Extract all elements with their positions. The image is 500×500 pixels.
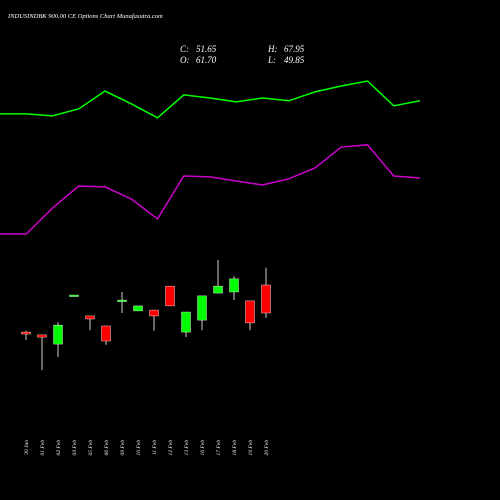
chart-title: INDUSINDBK 900.00 CE Options Chart Munaf… bbox=[7, 13, 163, 20]
candle-body bbox=[197, 295, 207, 321]
x-tick-label: 10 Feb bbox=[136, 440, 142, 456]
low-prefix: L: bbox=[267, 55, 276, 65]
x-tick-label: 05 Feb bbox=[88, 440, 94, 456]
x-tick-label: 30 Jan bbox=[24, 440, 30, 456]
open-label: 61.70 bbox=[196, 55, 217, 65]
x-tick-label: 09 Feb bbox=[120, 440, 126, 456]
x-tick-label: 11 Feb bbox=[152, 440, 158, 455]
x-tick-label: 12 Feb bbox=[168, 440, 174, 456]
indicator-line bbox=[0, 80, 421, 119]
x-tick-label: 03 Feb bbox=[72, 440, 78, 456]
candle-body bbox=[181, 311, 191, 333]
indicator-line bbox=[0, 144, 421, 235]
low-label: 49.85 bbox=[284, 55, 305, 65]
candle-body bbox=[245, 300, 255, 324]
candle-body bbox=[53, 324, 63, 345]
x-tick-label: 19 Feb bbox=[248, 440, 254, 456]
candle-body bbox=[69, 294, 79, 297]
high-label: 67.95 bbox=[284, 44, 305, 54]
x-tick-label: 20 Feb bbox=[264, 440, 270, 456]
x-tick-label: 01 Feb bbox=[40, 440, 46, 456]
candle-body bbox=[37, 334, 47, 338]
x-tick-label: 13 Feb bbox=[184, 440, 190, 456]
candle-body bbox=[133, 305, 143, 312]
candle-body bbox=[21, 331, 31, 335]
candle-body bbox=[101, 325, 111, 342]
x-tick-label: 02 Feb bbox=[56, 440, 62, 456]
open-prefix: O: bbox=[180, 55, 190, 65]
x-tick-label: 16 Feb bbox=[200, 440, 206, 456]
candle-body bbox=[149, 309, 159, 317]
close-prefix: C: bbox=[180, 44, 189, 54]
candle-body bbox=[85, 315, 95, 320]
candle-body bbox=[229, 278, 239, 293]
high-prefix: H: bbox=[267, 44, 278, 54]
x-tick-label: 17 Feb bbox=[216, 440, 222, 456]
x-tick-label: 06 Feb bbox=[104, 440, 110, 456]
close-label: 51.65 bbox=[196, 44, 217, 54]
candle-body bbox=[117, 299, 127, 302]
candle-body bbox=[261, 284, 271, 314]
candle-body bbox=[165, 285, 175, 307]
candle-body bbox=[213, 285, 223, 294]
x-tick-label: 18 Feb bbox=[232, 440, 238, 456]
